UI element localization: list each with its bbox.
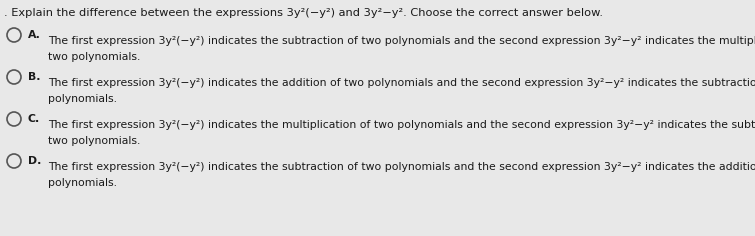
Text: polynomials.: polynomials.	[48, 94, 117, 104]
Text: . Explain the difference between the expressions 3y²(−y²) and 3y²−y². Choose the: . Explain the difference between the exp…	[4, 8, 603, 18]
Text: The first expression 3y²(−y²) indicates the addition of two polynomials and the : The first expression 3y²(−y²) indicates …	[48, 78, 755, 88]
Text: The first expression 3y²(−y²) indicates the multiplication of two polynomials an: The first expression 3y²(−y²) indicates …	[48, 120, 755, 130]
Text: two polynomials.: two polynomials.	[48, 52, 140, 62]
Text: D.: D.	[28, 156, 42, 166]
Text: A.: A.	[28, 30, 41, 40]
Text: polynomials.: polynomials.	[48, 178, 117, 188]
Text: B.: B.	[28, 72, 41, 82]
Text: The first expression 3y²(−y²) indicates the subtraction of two polynomials and t: The first expression 3y²(−y²) indicates …	[48, 36, 755, 46]
Text: The first expression 3y²(−y²) indicates the subtraction of two polynomials and t: The first expression 3y²(−y²) indicates …	[48, 162, 755, 172]
Text: two polynomials.: two polynomials.	[48, 136, 140, 146]
Text: C.: C.	[28, 114, 40, 124]
